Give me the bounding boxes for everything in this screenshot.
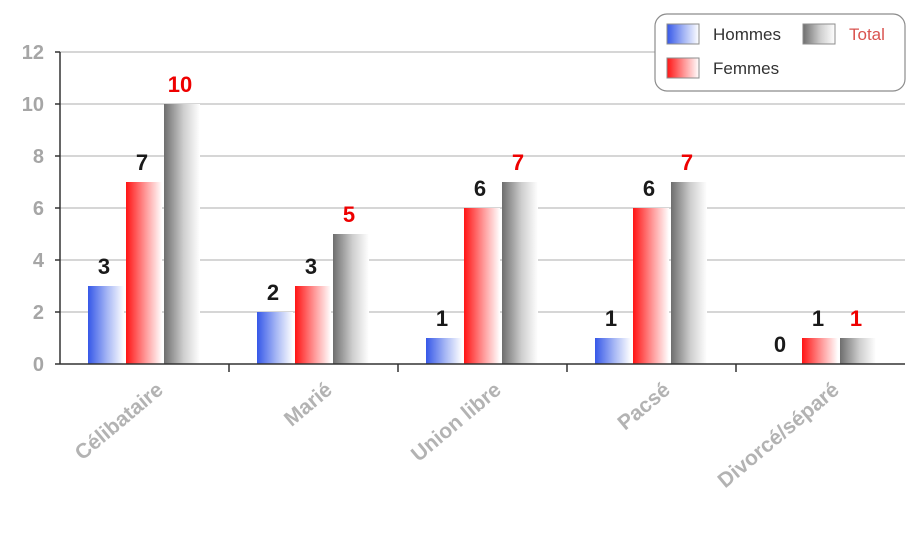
legend: Hommes Femmes Total — [654, 13, 906, 92]
y-tick-label: 2 — [33, 302, 44, 324]
bar-total — [164, 104, 200, 364]
y-tick-label: 10 — [22, 94, 44, 116]
data-label-hommes: 0 — [774, 332, 786, 357]
bar-total — [840, 338, 876, 364]
x-tick-label: Célibataire — [71, 378, 168, 465]
bar-total — [502, 182, 538, 364]
bar-total — [671, 182, 707, 364]
y-tick-label: 6 — [33, 198, 44, 220]
y-tick-label: 0 — [33, 354, 44, 376]
data-label-total: 1 — [850, 306, 862, 331]
legend-label-femmes: Femmes — [713, 59, 779, 78]
x-tick-label: Union libre — [407, 378, 506, 466]
bar-hommes — [595, 338, 631, 364]
y-tick-label: 8 — [33, 146, 44, 168]
bar-hommes — [257, 312, 293, 364]
x-tick-label: Marié — [280, 378, 337, 431]
bar-hommes — [426, 338, 462, 364]
data-label-total: 10 — [168, 72, 192, 97]
legend-box — [654, 13, 906, 92]
bar-femmes — [633, 208, 669, 364]
x-tick-label: Divorcé/séparé — [714, 378, 844, 492]
x-tick-label: Pacsé — [613, 378, 674, 435]
data-label-femmes: 1 — [812, 306, 824, 331]
bar-femmes — [464, 208, 500, 364]
data-label-hommes: 2 — [267, 280, 279, 305]
bar-total — [333, 234, 369, 364]
y-axis-ticks: 0 2 4 6 8 10 12 — [22, 42, 45, 376]
data-label-femmes: 7 — [136, 150, 148, 175]
data-labels: 3 7 10 2 3 5 1 6 7 1 6 7 0 1 1 — [98, 72, 862, 357]
data-label-femmes: 3 — [305, 254, 317, 279]
bars — [88, 104, 876, 364]
bar-femmes — [295, 286, 331, 364]
bar-femmes — [802, 338, 838, 364]
bar-femmes — [126, 182, 162, 364]
data-label-femmes: 6 — [474, 176, 486, 201]
bar-hommes — [88, 286, 124, 364]
x-axis-labels: Célibataire Marié Union libre Pacsé Divorcé/… — [71, 378, 844, 492]
data-label-total: 5 — [343, 202, 355, 227]
legend-swatch-femmes — [666, 57, 700, 79]
legend-swatch-hommes — [666, 23, 700, 45]
data-label-hommes: 3 — [98, 254, 110, 279]
data-label-hommes: 1 — [436, 306, 448, 331]
axes — [55, 51, 905, 372]
legend-label-hommes: Hommes — [713, 25, 781, 44]
y-tick-label: 4 — [33, 250, 45, 272]
y-tick-label: 12 — [22, 42, 44, 64]
data-label-femmes: 6 — [643, 176, 655, 201]
data-label-total: 7 — [512, 150, 524, 175]
legend-swatch-total — [802, 23, 836, 45]
data-label-hommes: 1 — [605, 306, 617, 331]
data-label-total: 7 — [681, 150, 693, 175]
legend-label-total: Total — [849, 25, 885, 44]
